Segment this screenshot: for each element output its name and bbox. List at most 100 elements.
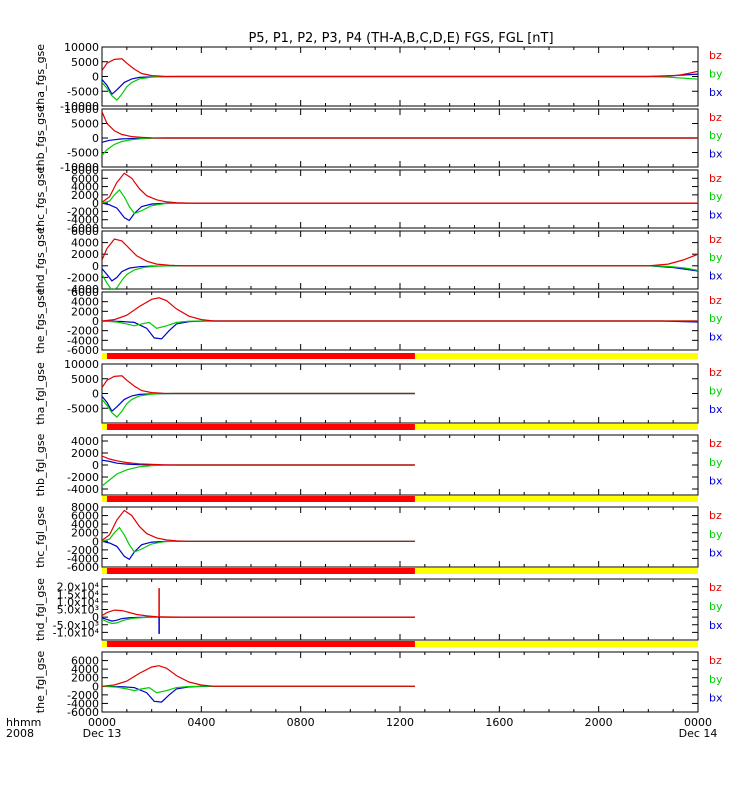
legend-by: by (709, 129, 723, 142)
panel-frame (101, 230, 699, 290)
time-tick-label: 0000 (684, 716, 712, 729)
status-bar-red (106, 353, 415, 359)
legend-by: by (709, 190, 723, 203)
panel-frame (101, 578, 699, 641)
y-tick-label: 4000 (71, 237, 99, 250)
time-tick-label: 1200 (386, 716, 414, 729)
y-axis-label: the_fgs_gse (34, 288, 47, 353)
y-tick-label: 0 (92, 71, 99, 84)
legend-bz: bz (709, 294, 722, 307)
y-axis-label: thb_fgs_gse (34, 105, 47, 171)
y-tick-label: 0 (92, 260, 99, 273)
y-tick-label: 2000 (71, 447, 99, 460)
y-tick-label: -1.0x10⁴ (53, 626, 100, 639)
y-tick-label: 4000 (71, 296, 99, 309)
y-tick-label: -4000 (67, 283, 99, 296)
series-bz (102, 509, 415, 542)
series-bx (102, 137, 698, 143)
date-label: Dec 13 (83, 727, 122, 740)
legend-bz: bz (709, 366, 722, 379)
y-tick-label: 0 (92, 680, 99, 693)
panel-tha_fgs_gse: 10000 5000 0-5000 -10000 tha_fgs_gse bz by bx (34, 41, 723, 113)
y-axis-label: tha_fgs_gse (34, 44, 47, 109)
y-tick-label: -2000 (67, 271, 99, 284)
y-tick-label: 2.0x10⁴ (57, 581, 100, 594)
y-tick-label: 2000 (71, 189, 99, 202)
time-tick-label: 1600 (485, 716, 513, 729)
y-tick-label: 2000 (71, 305, 99, 318)
legend-bz: bz (709, 509, 722, 522)
series-bx (102, 320, 698, 340)
series-by (102, 526, 415, 553)
y-axis-label: thb_fgl_gse (34, 433, 47, 496)
series-bz (102, 375, 415, 395)
time-tick-label: 0400 (187, 716, 215, 729)
panel-thc_fgs_gse: 80006000400020000-2000-4000-6000thc_fgs_… (34, 164, 723, 235)
legend-by: by (709, 673, 723, 686)
y-tick-label: -4000 (67, 214, 99, 227)
y-tick-label: -4000 (67, 334, 99, 347)
series-by (102, 392, 415, 418)
y-tick-label: -4000 (67, 552, 99, 565)
y-tick-label: 2000 (71, 672, 99, 685)
series-by (102, 188, 698, 215)
y-tick-label: 2000 (71, 527, 99, 540)
y-tick-label: -6000 (67, 222, 99, 235)
series-bz (102, 609, 415, 618)
legend-by: by (709, 528, 723, 541)
legend-bx: bx (709, 208, 723, 221)
panel-thd_fgl_gse: 2.0x10⁴1.5x10⁴1.0x10⁴5.0x10³0-5.0x10³-1.… (34, 568, 723, 641)
series-bx (102, 202, 698, 222)
legend-bz: bz (709, 581, 722, 594)
y-tick-label: 4000 (71, 435, 99, 448)
y-tick-label: -2000 (67, 689, 99, 702)
series-bx (102, 265, 698, 282)
legend-by: by (709, 251, 723, 264)
series-bz (102, 665, 415, 687)
y-tick-label: 0 (92, 197, 99, 210)
series-bz (102, 172, 698, 204)
series-bz (102, 238, 698, 267)
series-by (102, 464, 415, 487)
y-tick-label: -5000 (67, 402, 99, 415)
y-axis-label: thd_fgl_gse (34, 578, 47, 641)
y-tick-label: 5000 (71, 373, 99, 386)
status-bar-red (106, 568, 415, 574)
y-tick-label: -6000 (67, 561, 99, 574)
y-tick-label: 5000 (71, 56, 99, 69)
legend-bz: bz (709, 437, 722, 450)
legend-bz: bz (709, 654, 722, 667)
legend-bz: bz (709, 172, 722, 185)
y-tick-label: 10000 (64, 358, 99, 371)
series-by (102, 75, 698, 101)
time-tick-label: 0000 (88, 716, 116, 729)
series-bz (102, 297, 698, 322)
y-tick-label: -5000 (67, 85, 99, 98)
panel-frame (101, 169, 699, 229)
series-bz (102, 58, 698, 78)
y-tick-label: 6000 (71, 225, 99, 238)
legend-by: by (709, 67, 723, 80)
y-tick-label: 4000 (71, 181, 99, 194)
y-tick-label: 5000 (71, 118, 99, 131)
y-tick-label: -10000 (60, 161, 99, 174)
legend-bx: bx (709, 330, 723, 343)
y-tick-label: 0 (92, 611, 99, 624)
y-tick-label: -2000 (67, 471, 99, 484)
legend-by: by (709, 456, 723, 469)
series-by (102, 137, 698, 156)
y-tick-label: 1.5x10⁴ (57, 588, 100, 601)
series-by (102, 685, 415, 694)
y-axis-label: thd_fgs_gse (34, 227, 47, 293)
y-tick-label: 10000 (64, 41, 99, 54)
y-tick-label: 8000 (71, 501, 99, 514)
y-tick-label: -5.0x10³ (53, 619, 99, 632)
y-tick-label: 0 (92, 535, 99, 548)
y-axis-label: tha_fgl_gse (34, 362, 47, 425)
